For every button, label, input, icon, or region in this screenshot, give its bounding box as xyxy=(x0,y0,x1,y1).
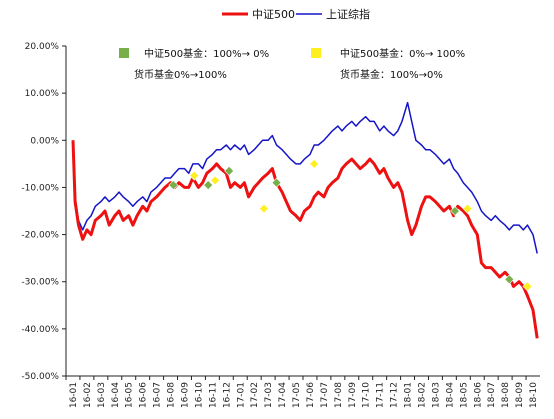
series-group xyxy=(71,101,539,339)
x-tick-label: 18-10 xyxy=(529,382,539,408)
x-tick-label: 16-07 xyxy=(153,382,163,408)
marker-yellow xyxy=(309,158,320,169)
x-tick-label: 17-04 xyxy=(278,382,288,408)
x-tick-label: 16-04 xyxy=(111,382,121,408)
annotation-yellow: 中证500基金：0%→ 100% 货币基金：100%→0% xyxy=(311,47,465,81)
y-ticks: 20.00% 10.00% 0.00% -10.00% -20.00% -30.00% -4… xyxy=(21,42,66,382)
annotation-green-swatch xyxy=(119,48,129,58)
legend-label-zz500: 中证500 xyxy=(252,8,295,21)
marker-green xyxy=(504,274,515,285)
x-tick-label: 17-07 xyxy=(320,382,330,408)
x-tick-label: 17-08 xyxy=(334,382,344,408)
x-tick-label: 17-12 xyxy=(390,382,400,408)
marker-green xyxy=(450,206,460,216)
x-tick-label: 16-03 xyxy=(97,382,107,408)
y-tick-label: -50.00% xyxy=(21,372,59,382)
x-tick-label: 16-02 xyxy=(83,382,93,408)
x-tick-label: 16-12 xyxy=(222,382,232,408)
y-tick-label: -10.00% xyxy=(21,183,59,193)
x-tick-label: 18-03 xyxy=(431,382,441,408)
series-line-szzz xyxy=(72,101,538,254)
legend: 中证500 上证综指 xyxy=(222,7,370,21)
marker-yellow xyxy=(522,281,533,292)
x-tick-label: 18-06 xyxy=(473,382,483,408)
x-tick-label: 18-02 xyxy=(418,382,428,408)
marker-green xyxy=(224,166,235,176)
annotation-green-line1: 中证500基金：100%→ 0% xyxy=(144,47,269,60)
x-tick-label: 16-09 xyxy=(181,382,191,408)
x-tick-label: 17-03 xyxy=(264,382,274,408)
legend-label-szzz: 上证综指 xyxy=(326,7,370,21)
marker-green xyxy=(271,177,282,188)
y-tick-label: -30.00% xyxy=(21,278,59,288)
annotation-yellow-line1: 中证500基金：0%→ 100% xyxy=(340,47,465,60)
x-tick-label: 17-10 xyxy=(362,382,372,408)
marker-yellow xyxy=(189,170,200,181)
marker-green xyxy=(168,180,179,190)
x-tick-label: 17-06 xyxy=(306,382,316,408)
x-tick-label: 16-01 xyxy=(69,382,79,408)
x-tick-label: 18-01 xyxy=(404,382,414,408)
annotation-yellow-line2: 货币基金：100%→0% xyxy=(340,68,443,81)
y-tick-label: 0.00% xyxy=(30,136,59,146)
marker-yellow xyxy=(259,203,269,214)
x-tick-label: 18-04 xyxy=(445,382,455,408)
marker-yellow xyxy=(462,203,473,214)
annotation-green-line2: 货币基金0%→100% xyxy=(134,68,227,81)
x-tick-label: 16-06 xyxy=(139,382,149,408)
y-tick-label: -40.00% xyxy=(21,325,59,335)
y-tick-label: 20.00% xyxy=(25,42,60,52)
x-ticks: 16-01 16-02 16-03 16-04 16-05 16-06 16-07 16-08… xyxy=(65,376,539,408)
annotation-green: 中证500基金：100%→ 0% 货币基金0%→100% xyxy=(119,47,269,81)
x-tick-label: 18-08 xyxy=(501,382,511,408)
x-tick-label: 16-10 xyxy=(194,382,204,408)
marker-yellow xyxy=(210,175,221,186)
x-tick-label: 17-11 xyxy=(376,382,386,408)
x-tick-label: 16-11 xyxy=(208,382,218,408)
legend-item-szzz: 上证综指 xyxy=(296,7,370,21)
series-line-zz500 xyxy=(71,140,539,339)
legend-item-zz500: 中证500 xyxy=(222,8,295,21)
y-tick-label: 10.00% xyxy=(25,89,60,99)
markers-group xyxy=(168,158,533,292)
x-tick-label: 18-09 xyxy=(515,382,525,408)
x-tick-label: 16-08 xyxy=(167,382,177,408)
annotation-yellow-swatch xyxy=(311,48,321,58)
marker-green xyxy=(203,180,214,190)
y-tick-label: -20.00% xyxy=(21,231,59,241)
x-tick-label: 17-01 xyxy=(236,382,246,408)
x-tick-label: 17-05 xyxy=(292,382,302,408)
x-tick-label: 18-07 xyxy=(487,382,497,408)
x-tick-label: 18-05 xyxy=(459,382,469,408)
x-tick-label: 17-02 xyxy=(250,382,260,408)
x-tick-label: 17-09 xyxy=(348,382,358,408)
x-tick-label: 16-05 xyxy=(125,382,135,408)
